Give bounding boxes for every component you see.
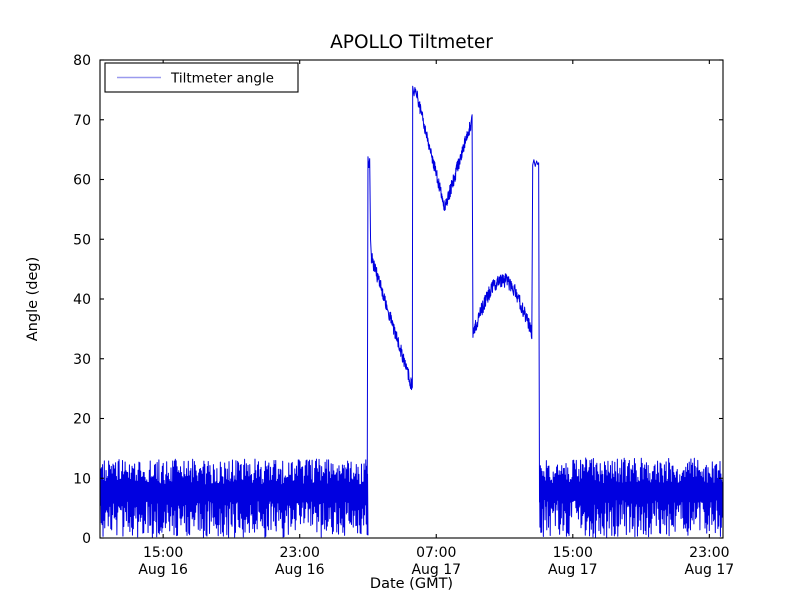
x-tick-label-date: Aug 17	[548, 562, 598, 578]
x-tick-label-time: 07:00	[416, 545, 456, 561]
page-title: APOLLO Tiltmeter	[330, 32, 493, 53]
x-tick-label-time: 15:00	[143, 545, 183, 561]
x-axis-label: Date (GMT)	[370, 576, 453, 592]
y-tick-label: 40	[73, 292, 91, 308]
axes-layer	[99, 59, 724, 539]
x-tick-label-time: 15:00	[553, 545, 593, 561]
series-layer	[99, 85, 724, 539]
y-tick-label: 10	[73, 471, 91, 487]
plot-background	[100, 60, 723, 538]
y-axis-label: Angle (deg)	[25, 257, 41, 342]
x-tick-label-date: Aug 16	[138, 562, 188, 578]
y-tick-label: 30	[73, 352, 91, 368]
legend-box[interactable]	[104, 62, 299, 93]
x-tick-label-date: Aug 17	[411, 562, 461, 578]
y-tick-label: 60	[73, 173, 91, 189]
y-tick-label: 70	[73, 113, 91, 129]
y-tick-label: 50	[73, 232, 91, 248]
legend-entry-label: Tiltmeter angle	[170, 71, 274, 87]
y-tick-label: 20	[73, 412, 91, 428]
series-line-0	[99, 85, 724, 539]
x-tick-label-time: 23:00	[280, 545, 320, 561]
x-tick-label-date: Aug 16	[275, 562, 325, 578]
x-tick-label-time: 23:00	[689, 545, 729, 561]
y-tick-label: 80	[73, 53, 91, 69]
y-tick-label: 0	[82, 531, 91, 547]
legend-layer[interactable]: Tiltmeter angle	[104, 62, 299, 93]
x-tick-label-date: Aug 17	[685, 562, 735, 578]
